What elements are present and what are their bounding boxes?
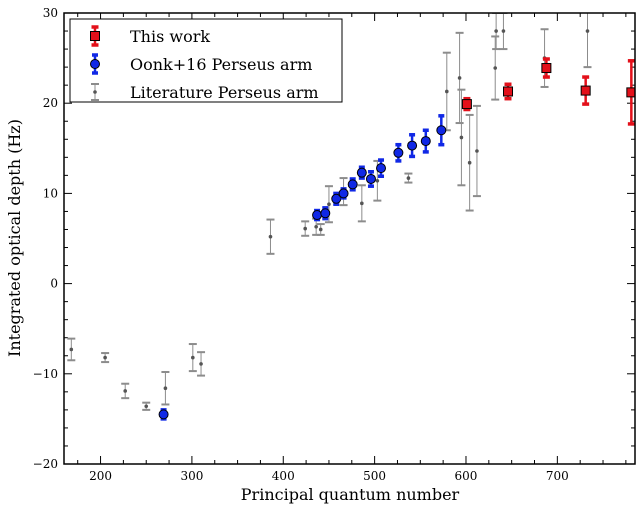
axis-ticks: 200 300 400 500 600 700 −20 −10 0 10 20 30 xyxy=(33,6,635,483)
oonk-point xyxy=(376,163,387,174)
literature-point xyxy=(103,355,107,360)
literature-point xyxy=(199,362,203,366)
y-axis-title: Integrated optical depth (Hz) xyxy=(5,119,24,357)
legend: This work Oonk+16 Perseus arm Literature… xyxy=(69,18,343,103)
literature-point xyxy=(494,29,498,33)
literature-point xyxy=(475,149,479,153)
oonk-point xyxy=(338,188,349,199)
y-tick-label: 20 xyxy=(43,96,58,110)
literature-point xyxy=(585,29,590,33)
x-tick-label: 400 xyxy=(272,469,295,483)
series-1 xyxy=(158,114,447,421)
literature-point xyxy=(360,201,364,206)
oonk-point xyxy=(347,179,358,190)
oonk-point xyxy=(320,208,331,219)
series-0 xyxy=(461,57,635,126)
data-marks xyxy=(67,13,635,421)
literature-point xyxy=(493,66,498,70)
series-layer xyxy=(67,13,635,421)
plot-frame xyxy=(63,12,636,465)
x-axis-title: Principal quantum number xyxy=(241,485,460,504)
literature-point xyxy=(163,386,168,391)
x-tick-label: 200 xyxy=(89,469,112,483)
legend-box xyxy=(69,18,343,103)
legend-oonk-marker xyxy=(90,59,100,69)
legend-label-literature: Literature Perseus arm xyxy=(130,83,319,102)
y-tick-label: 30 xyxy=(43,6,58,20)
oonk-point xyxy=(158,409,169,420)
literature-point xyxy=(268,234,273,239)
oonk-point xyxy=(420,136,431,147)
legend-this-work-marker xyxy=(90,31,100,41)
y-tick-label: 0 xyxy=(50,277,58,291)
this-work-point xyxy=(541,63,552,74)
x-tick-label: 500 xyxy=(363,469,386,483)
legend-symbols xyxy=(90,25,100,101)
oonk-point xyxy=(356,167,367,178)
oonk-point xyxy=(407,140,418,151)
legend-label-oonk16: Oonk+16 Perseus arm xyxy=(130,55,312,74)
literature-point xyxy=(501,29,506,33)
literature-point xyxy=(375,178,380,183)
legend-label-this-work: This work xyxy=(130,27,210,46)
legend-literature-marker xyxy=(93,90,97,94)
literature-point xyxy=(144,404,149,409)
x-tick-label: 600 xyxy=(455,469,478,483)
oonk-point xyxy=(365,173,376,184)
this-work-point xyxy=(461,99,472,110)
literature-point xyxy=(457,76,462,80)
literature-point xyxy=(406,176,411,180)
literature-point xyxy=(191,355,195,360)
this-work-point xyxy=(580,85,591,96)
this-work-point xyxy=(626,87,635,98)
y-tick-label: −10 xyxy=(33,367,58,381)
oonk-point xyxy=(436,125,447,136)
literature-point xyxy=(459,135,464,140)
literature-point xyxy=(314,224,318,229)
y-tick-label: 10 xyxy=(43,186,58,200)
this-work-point xyxy=(503,86,514,97)
literature-point xyxy=(444,89,449,94)
oonk-point xyxy=(312,210,323,221)
x-tick-label: 700 xyxy=(546,469,569,483)
oonk-point xyxy=(393,147,404,158)
x-tick-label: 300 xyxy=(180,469,203,483)
literature-point xyxy=(69,347,74,352)
literature-point xyxy=(318,227,323,232)
literature-point xyxy=(123,389,128,393)
literature-point xyxy=(327,202,331,207)
y-tick-label: −20 xyxy=(33,457,58,471)
literature-point xyxy=(467,160,472,165)
literature-point xyxy=(303,226,307,231)
